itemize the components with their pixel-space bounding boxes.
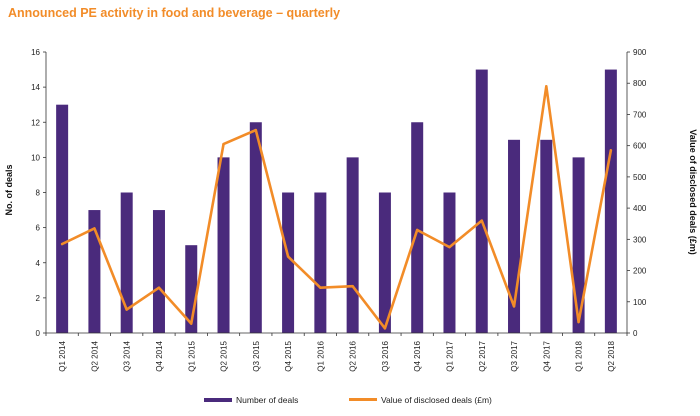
y2-tick-label: 800 (633, 79, 647, 88)
bar (56, 104, 69, 333)
y-tick-label: 14 (31, 83, 40, 92)
y-tick-label: 8 (36, 189, 41, 198)
bar (120, 192, 133, 333)
line-point (254, 128, 258, 132)
series-line-value (60, 85, 613, 330)
legend: Number of deals Value of disclosed deals… (204, 395, 492, 405)
x-tick-label: Q4 2015 (284, 340, 293, 371)
y-tick-label: 12 (31, 118, 40, 127)
line-layer (60, 85, 613, 330)
line-point (383, 327, 387, 330)
y-tick-label: 2 (36, 294, 41, 303)
y-axis-label: No. of deals (4, 164, 14, 215)
legend-label-deals: Number of deals (236, 395, 298, 405)
legend-swatch-deals (204, 398, 232, 402)
bar (572, 157, 585, 333)
y-tick-label: 10 (31, 153, 40, 162)
line-point (512, 305, 516, 308)
chart-title: Announced PE activity in food and bevera… (8, 6, 341, 20)
bar (346, 157, 359, 333)
y2-tick-label: 300 (633, 235, 647, 244)
line-point (157, 286, 161, 289)
y2-axis-label: Value of disclosed deals (£m) (688, 129, 698, 255)
bar (540, 139, 553, 333)
line-point (60, 242, 64, 246)
y2-tick-label: 900 (633, 48, 647, 57)
line-point (577, 320, 580, 324)
bar (152, 210, 165, 333)
y-tick-label: 4 (36, 259, 41, 268)
x-tick-label: Q4 2016 (413, 340, 422, 371)
y2-tick-label: 200 (633, 267, 647, 276)
bar (217, 157, 230, 333)
x-tick-label: Q3 2014 (123, 340, 132, 371)
x-tick-label: Q1 2016 (316, 340, 325, 371)
line-point (480, 219, 483, 222)
x-tick-label: Q2 2017 (478, 340, 487, 371)
x-tick-label: Q1 2017 (445, 340, 454, 371)
line-point (319, 286, 322, 289)
x-tick-label: Q4 2017 (542, 340, 551, 371)
y2-tick-label: 600 (633, 142, 647, 151)
y2-tick-label: 500 (633, 173, 647, 182)
x-tick-label: Q4 2014 (155, 340, 164, 371)
bar (249, 122, 262, 333)
axes-layer: 0 2 4 6 8 10 12 14 16 0 100 200 300 400 500 600 700 800 90… (31, 48, 647, 372)
x-tick-label: Q1 2015 (187, 340, 196, 371)
x-tick-label: Q2 2015 (220, 340, 229, 371)
line-point (125, 308, 128, 311)
x-tick-label: Q3 2016 (381, 340, 390, 371)
x-tick-label: Q2 2018 (607, 340, 616, 371)
line-point (609, 149, 613, 152)
legend-swatch-value (349, 398, 377, 401)
line-point (286, 255, 290, 258)
x-tick-label: Q3 2015 (252, 340, 261, 371)
y2-tick-label: 100 (633, 298, 647, 307)
x-tick-label: Q2 2016 (349, 340, 358, 371)
line-point (545, 85, 548, 88)
bar-layer (56, 69, 617, 333)
bar (604, 69, 617, 333)
bar (411, 122, 424, 333)
bar (282, 192, 295, 333)
y2-tick-label: 400 (633, 204, 647, 213)
line-point (222, 142, 225, 146)
legend-label-value: Value of disclosed deals (£m) (381, 395, 492, 405)
bar (314, 192, 327, 333)
y2-tick-label: 700 (633, 110, 647, 119)
bar (88, 210, 101, 333)
x-tick-label: Q1 2014 (58, 340, 67, 371)
x-tick-label: Q1 2018 (575, 340, 584, 371)
line-point (93, 227, 96, 230)
y-tick-label: 0 (36, 329, 41, 338)
y2-tick-label: 0 (633, 329, 638, 338)
x-tick-label: Q2 2014 (90, 340, 99, 371)
line-point (448, 245, 451, 249)
bar (475, 69, 488, 333)
x-tick-label: Q3 2017 (510, 340, 519, 371)
line-point (351, 284, 354, 288)
line-point (415, 228, 419, 232)
bar (443, 192, 456, 333)
line-point (190, 322, 193, 325)
bar (378, 192, 391, 333)
y-tick-label: 16 (31, 48, 40, 57)
y-tick-label: 6 (36, 224, 41, 233)
